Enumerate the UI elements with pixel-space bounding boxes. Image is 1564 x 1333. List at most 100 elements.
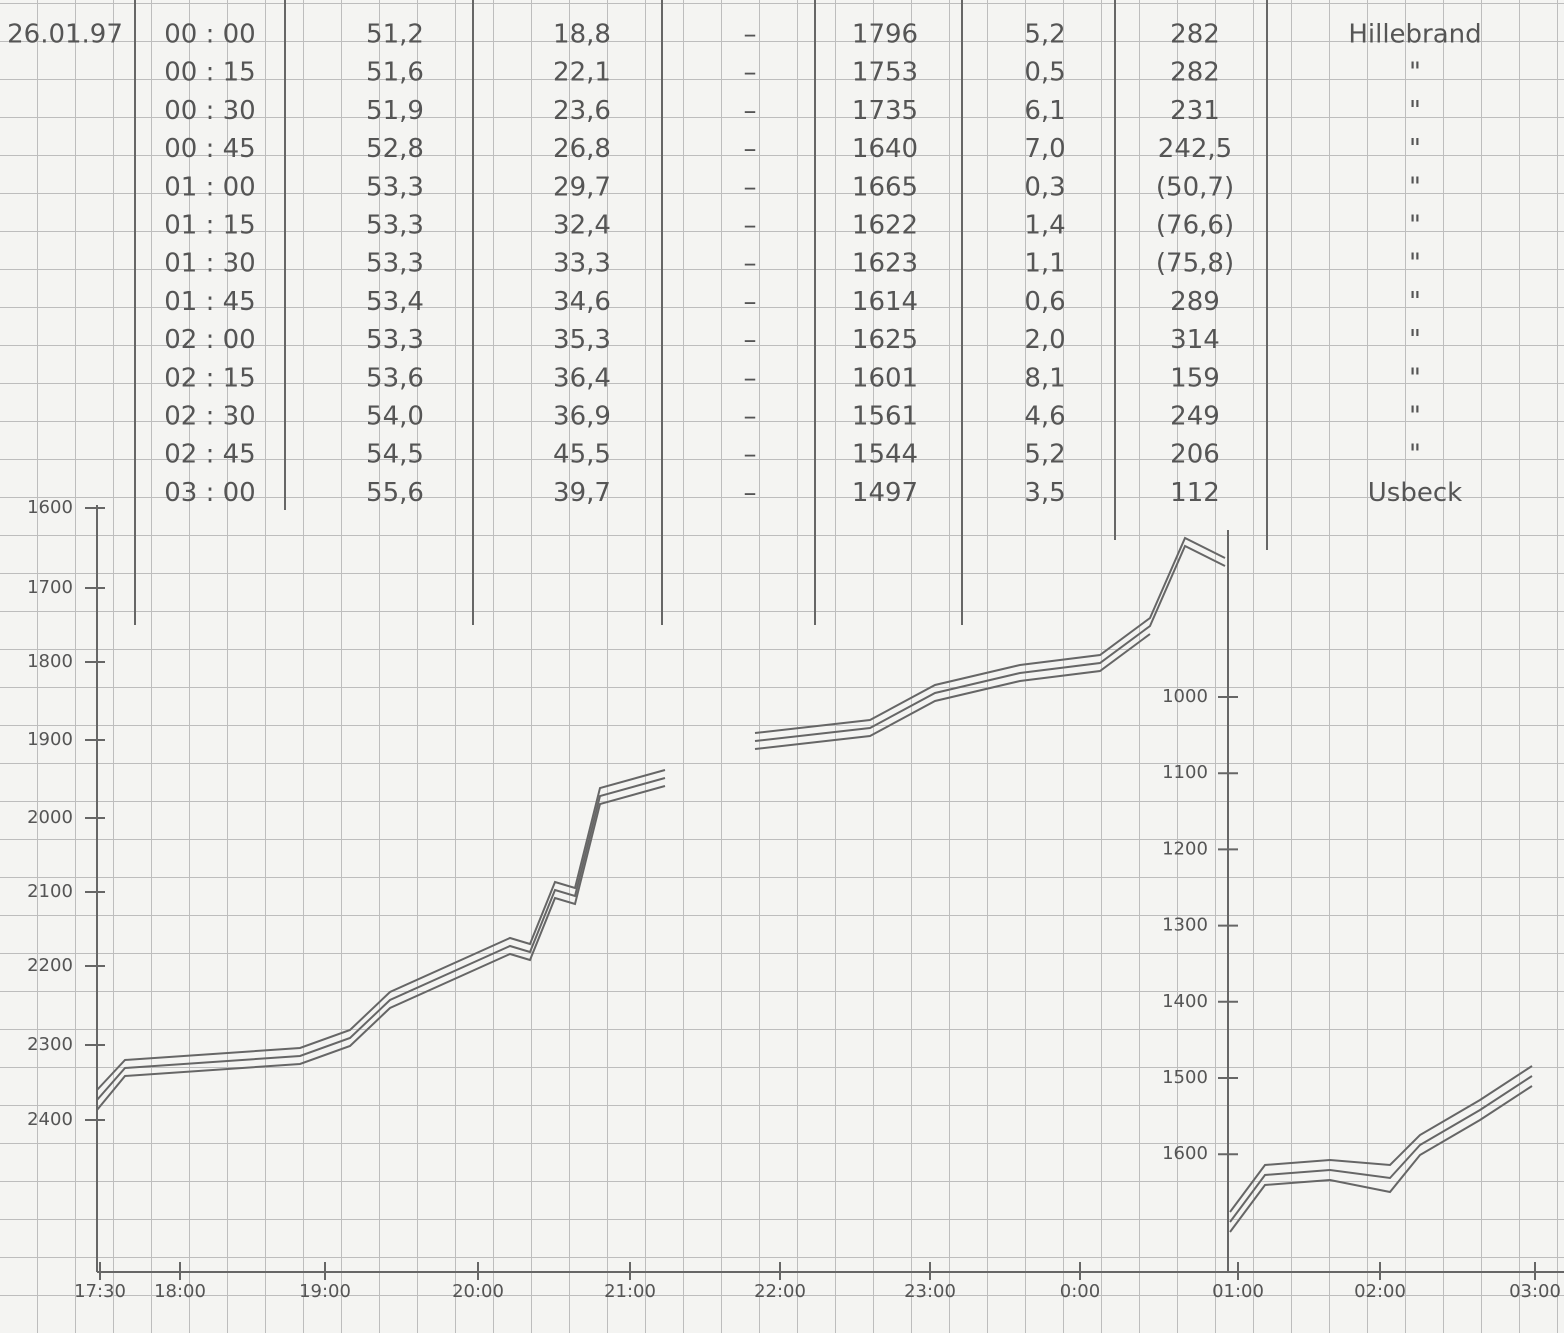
value-cell: –: [744, 478, 757, 508]
value-cell: –: [744, 134, 757, 164]
value-cell: 1753: [852, 58, 918, 88]
value-cell: 23,6: [553, 96, 611, 126]
curves: [96, 536, 1533, 1233]
value-cell: –: [744, 58, 757, 88]
value-cell: 0,5: [1024, 58, 1065, 88]
value-cell: (50,7): [1156, 172, 1234, 202]
value-cell: 5,2: [1024, 440, 1065, 470]
value-cell: 282: [1170, 20, 1220, 50]
value-cell: –: [744, 363, 757, 393]
value-cell: 29,7: [553, 172, 611, 202]
time-axis-label: 02:00: [1354, 1281, 1406, 1302]
time-cell: 02 : 45: [164, 440, 255, 470]
value-cell: 289: [1170, 287, 1220, 317]
note-cell: ": [1409, 58, 1421, 88]
value-cell: 1623: [852, 249, 918, 279]
value-cell: 0,3: [1024, 172, 1065, 202]
value-cell: (76,6): [1156, 211, 1234, 241]
value-cell: 53,3: [366, 249, 424, 279]
value-cell: (75,8): [1156, 249, 1234, 279]
value-cell: 8,1: [1024, 363, 1065, 393]
note-cell: ": [1409, 249, 1421, 279]
table-rules: [134, 0, 1268, 625]
note-cell: ": [1409, 287, 1421, 317]
value-cell: 51,6: [366, 58, 424, 88]
value-cell: 159: [1170, 363, 1220, 393]
value-cell: 53,3: [366, 325, 424, 355]
value-cell: –: [744, 287, 757, 317]
time-axis-label: 20:00: [452, 1281, 504, 1302]
time-axis-label: 19:00: [299, 1281, 351, 1302]
value-cell: 1665: [852, 172, 918, 202]
left-axis-label: 2200: [27, 955, 73, 976]
note-cell: ": [1409, 96, 1421, 126]
value-cell: 18,8: [553, 20, 611, 50]
value-cell: 36,4: [553, 363, 611, 393]
time-axis-label: 03:00: [1509, 1281, 1561, 1302]
time-cell: 00 : 00: [164, 20, 255, 50]
value-cell: 51,2: [366, 20, 424, 50]
value-cell: 3,5: [1024, 478, 1065, 508]
time-cell: 00 : 30: [164, 96, 255, 126]
value-cell: –: [744, 402, 757, 432]
value-cell: –: [744, 96, 757, 126]
plot-axes: [96, 505, 1564, 1273]
note-cell: Usbeck: [1368, 478, 1462, 508]
date-cell: 26.01.97: [7, 20, 123, 50]
time-cell: 00 : 45: [164, 134, 255, 164]
value-cell: 231: [1170, 96, 1220, 126]
time-cell: 00 : 15: [164, 58, 255, 88]
value-cell: –: [744, 249, 757, 279]
value-cell: 1622: [852, 211, 918, 241]
value-cell: 53,4: [366, 287, 424, 317]
time-cell: 03 : 00: [164, 478, 255, 508]
left-axis-label: 2400: [27, 1109, 73, 1130]
right-axis-label: 1000: [1162, 686, 1208, 707]
note-cell: ": [1409, 172, 1421, 202]
value-cell: 4,6: [1024, 402, 1065, 432]
right-axis-label: 1300: [1162, 915, 1208, 936]
right-axis-label: 1100: [1162, 762, 1208, 783]
time-cell: 01 : 45: [164, 287, 255, 317]
value-cell: 1625: [852, 325, 918, 355]
value-cell: 1735: [852, 96, 918, 126]
left-axis-label: 2300: [27, 1034, 73, 1055]
value-cell: 53,3: [366, 211, 424, 241]
value-cell: 112: [1170, 478, 1220, 508]
note-cell: ": [1409, 134, 1421, 164]
value-cell: 39,7: [553, 478, 611, 508]
value-cell: 1561: [852, 402, 918, 432]
value-cell: 51,9: [366, 96, 424, 126]
note-cell: ": [1409, 363, 1421, 393]
value-cell: 34,6: [553, 287, 611, 317]
left-axis-label: 1800: [27, 651, 73, 672]
value-cell: 249: [1170, 402, 1220, 432]
time-cell: 01 : 15: [164, 211, 255, 241]
value-cell: 32,4: [553, 211, 611, 241]
value-cell: 0,6: [1024, 287, 1065, 317]
value-cell: 54,5: [366, 440, 424, 470]
right-axis-label: 1600: [1162, 1143, 1208, 1164]
value-cell: 242,5: [1158, 134, 1232, 164]
value-cell: 7,0: [1024, 134, 1065, 164]
time-cell: 02 : 30: [164, 402, 255, 432]
value-cell: 206: [1170, 440, 1220, 470]
right-axis-label: 1400: [1162, 991, 1208, 1012]
value-cell: –: [744, 20, 757, 50]
left-axis-label: 1900: [27, 729, 73, 750]
value-cell: 36,9: [553, 402, 611, 432]
value-cell: 26,8: [553, 134, 611, 164]
value-cell: 45,5: [553, 440, 611, 470]
time-axis-label: 23:00: [904, 1281, 956, 1302]
time-axis-label: 18:00: [154, 1281, 206, 1302]
value-cell: –: [744, 172, 757, 202]
right-axis-label: 1500: [1162, 1067, 1208, 1088]
note-cell: ": [1409, 440, 1421, 470]
value-cell: 55,6: [366, 478, 424, 508]
value-cell: 1796: [852, 20, 918, 50]
value-cell: 2,0: [1024, 325, 1065, 355]
value-cell: –: [744, 440, 757, 470]
time-axis-label: 01:00: [1212, 1281, 1264, 1302]
note-cell: ": [1409, 325, 1421, 355]
